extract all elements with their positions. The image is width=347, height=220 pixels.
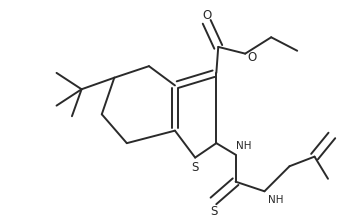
- Text: NH: NH: [236, 141, 251, 151]
- Text: O: O: [247, 51, 256, 64]
- Text: O: O: [202, 9, 211, 22]
- Text: NH: NH: [268, 195, 284, 205]
- Text: S: S: [192, 161, 199, 174]
- Text: S: S: [210, 205, 217, 218]
